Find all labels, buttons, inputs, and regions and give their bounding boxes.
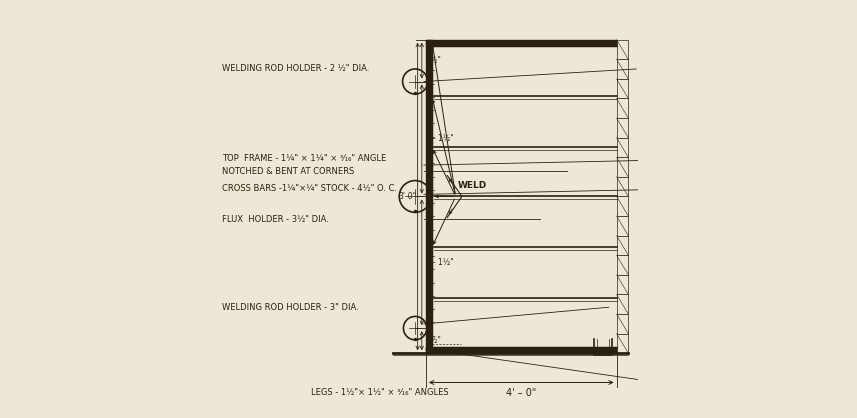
Text: CROSS BARS -1¼"×¼" STOCK - 4½" O. C.: CROSS BARS -1¼"×¼" STOCK - 4½" O. C. (223, 184, 398, 193)
Bar (616, 59, 628, 79)
Text: FLUX  HOLDER - 3½" DIA.: FLUX HOLDER - 3½" DIA. (223, 215, 329, 224)
Text: WELDING ROD HOLDER - 3" DIA.: WELDING ROD HOLDER - 3" DIA. (223, 303, 359, 312)
Text: 4' – 0": 4' – 0" (506, 388, 536, 398)
Bar (616, 255, 628, 275)
Bar (616, 79, 628, 99)
Text: LEGS - 1½"× 1½" × ³⁄₁₆" ANGLES: LEGS - 1½"× 1½" × ³⁄₁₆" ANGLES (311, 387, 449, 397)
Text: TOP  FRAME - 1¼" × 1¼" × ³⁄₁₆" ANGLE: TOP FRAME - 1¼" × 1¼" × ³⁄₁₆" ANGLE (223, 154, 387, 163)
Text: 1'- 1½": 1'- 1½" (426, 135, 453, 143)
Bar (432, 46, 616, 347)
Bar (616, 99, 628, 118)
Bar (616, 236, 628, 255)
Text: 3'-0": 3'-0" (399, 192, 417, 201)
Text: 4½": 4½" (426, 336, 442, 345)
Bar (616, 177, 628, 196)
Bar (616, 294, 628, 314)
Text: NOTCHED & BENT AT CORNERS: NOTCHED & BENT AT CORNERS (223, 167, 355, 176)
Bar (616, 196, 628, 216)
Bar (616, 118, 628, 138)
Text: 1'- 1½": 1'- 1½" (426, 258, 453, 267)
Bar (616, 314, 628, 334)
Bar (616, 275, 628, 294)
Text: WELDING ROD HOLDER - 2 ½" DIA.: WELDING ROD HOLDER - 2 ½" DIA. (223, 64, 370, 74)
Bar (616, 216, 628, 236)
Text: WELD: WELD (458, 181, 487, 190)
Bar (616, 334, 628, 353)
Bar (616, 157, 628, 177)
Text: 4½": 4½" (426, 56, 442, 65)
Bar (616, 40, 628, 59)
Bar (616, 138, 628, 157)
